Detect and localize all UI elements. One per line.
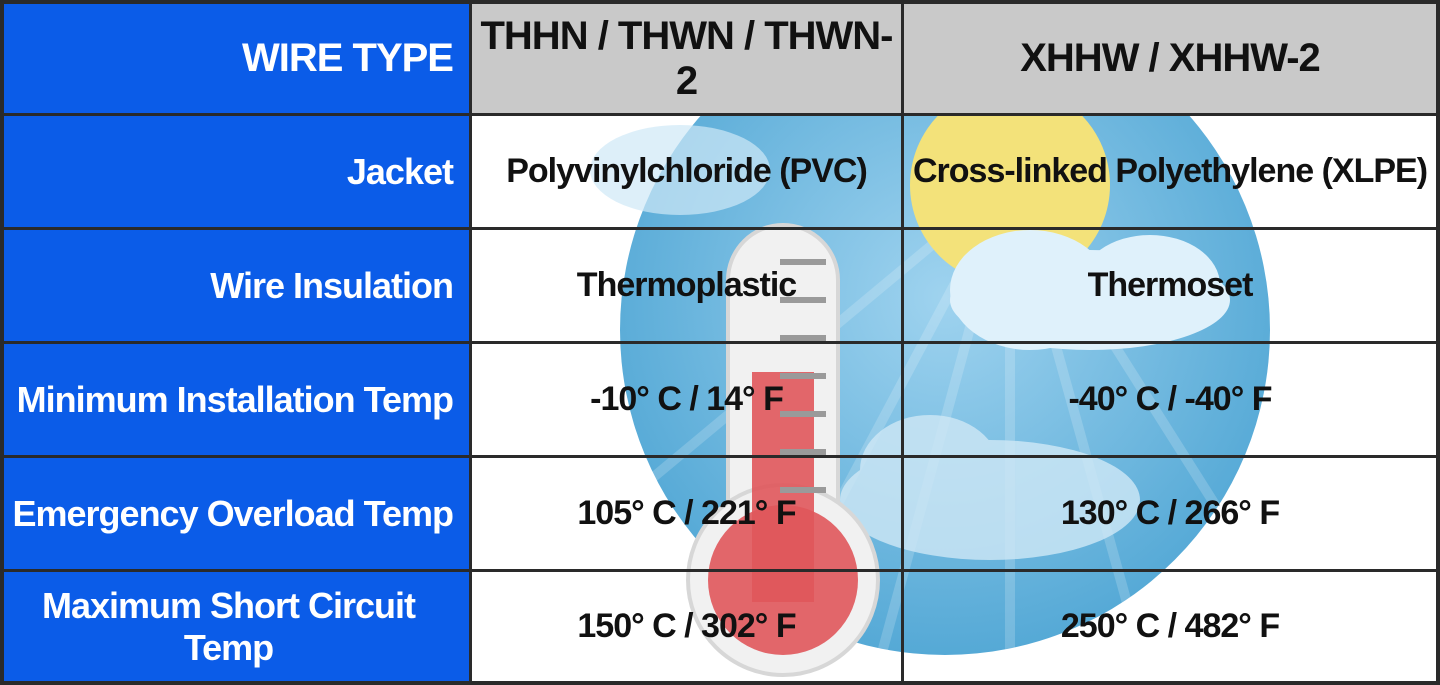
row-label-jacket: Jacket — [0, 116, 472, 230]
row-label-min-install-temp: Minimum Installation Temp — [0, 344, 472, 458]
cell-short-circuit-temp-thhn: 150° C / 302° F — [472, 572, 904, 685]
header-col-xhhw: XHHW / XHHW-2 — [904, 0, 1440, 116]
cell-jacket-xhhw: Cross-linked Polyethylene (XLPE) — [904, 116, 1440, 230]
cloud-icon — [840, 415, 1140, 560]
row-label-wire-insulation: Wire Insulation — [0, 230, 472, 344]
header-wire-type-label: WIRE TYPE — [0, 0, 472, 116]
cloud-icon — [950, 230, 1230, 350]
cell-jacket-thhn: Polyvinylchloride (PVC) — [472, 116, 904, 230]
thermometer-icon — [686, 223, 880, 677]
cell-min-temp-xhhw: -40° C / -40° F — [904, 344, 1440, 458]
cell-overload-temp-thhn: 105° C / 221° F — [472, 458, 904, 572]
cell-insulation-thhn: Thermoplastic — [472, 230, 904, 344]
row-label-max-short-circuit-temp: Maximum Short Circuit Temp — [0, 572, 472, 685]
cell-insulation-xhhw: Thermoset — [904, 230, 1440, 344]
cell-min-temp-thhn: -10° C / 14° F — [472, 344, 904, 458]
cloud-icon — [590, 125, 770, 215]
row-label-emergency-overload-temp: Emergency Overload Temp — [0, 458, 472, 572]
cell-overload-temp-xhhw: 130° C / 266° F — [904, 458, 1440, 572]
header-col-thhn: THHN / THWN / THWN-2 — [472, 0, 904, 116]
cell-short-circuit-temp-xhhw: 250° C / 482° F — [904, 572, 1440, 685]
